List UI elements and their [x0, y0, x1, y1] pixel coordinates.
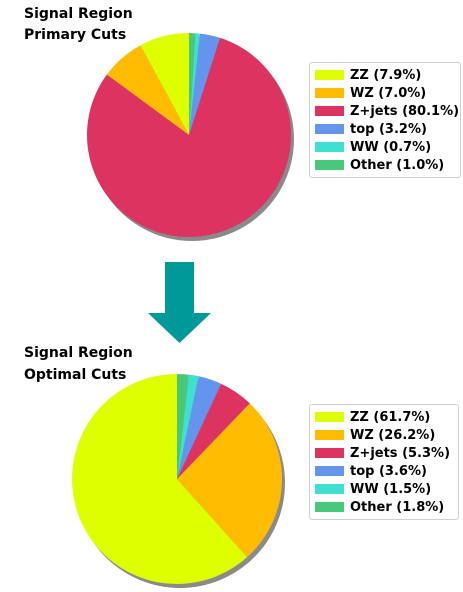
legend1-item-ww: WW (0.7%) [315, 138, 454, 156]
legend-swatch [315, 412, 344, 422]
legend-swatch [315, 124, 344, 134]
legend2-item-ww: WW (1.5%) [315, 480, 452, 498]
legend-swatch [315, 70, 344, 80]
legend-label: WW (1.5%) [350, 482, 431, 497]
legend-swatch [315, 142, 344, 152]
legend1-item-top: top (3.2%) [315, 120, 454, 138]
legend-swatch [315, 106, 344, 116]
legend2-item-wz: WZ (26.2%) [315, 426, 452, 444]
legend-primary: ZZ (7.9%) WZ (7.0%) Z+jets (80.1%) top (3.2… [309, 62, 461, 178]
legend-label: WW (0.7%) [350, 140, 431, 155]
legend2-item-z-jets: Z+jets (5.3%) [315, 444, 452, 462]
down-arrow-icon [148, 262, 211, 343]
legend-swatch [315, 466, 344, 476]
pie-chart-optimal [72, 374, 285, 588]
legend-optimal: ZZ (61.7%) WZ (26.2%) Z+jets (5.3%) top (3.… [309, 404, 459, 520]
legend-label: Other (1.8%) [350, 500, 444, 515]
legend-label: Z+jets (5.3%) [350, 446, 450, 461]
legend-label: WZ (7.0%) [350, 86, 426, 101]
legend-label: ZZ (7.9%) [350, 68, 421, 83]
legend-label: Other (1.0%) [350, 158, 444, 173]
legend-swatch [315, 502, 344, 512]
legend2-item-top: top (3.6%) [315, 462, 452, 480]
legend-label: ZZ (61.7%) [350, 410, 430, 425]
legend1-item-wz: WZ (7.0%) [315, 84, 454, 102]
legend-swatch [315, 448, 344, 458]
legend2-item-other: Other (1.8%) [315, 498, 452, 516]
legend-swatch [315, 484, 344, 494]
pie-chart-primary [87, 33, 294, 241]
legend-swatch [315, 88, 344, 98]
legend2-item-zz: ZZ (61.7%) [315, 408, 452, 426]
legend-label: top (3.6%) [350, 464, 427, 479]
legend-label: WZ (26.2%) [350, 428, 435, 443]
legend-label: Z+jets (80.1%) [350, 104, 459, 119]
legend1-item-zz: ZZ (7.9%) [315, 66, 454, 84]
legend-swatch [315, 430, 344, 440]
legend1-item-z-jets: Z+jets (80.1%) [315, 102, 454, 120]
legend-label: top (3.2%) [350, 122, 427, 137]
legend1-item-other: Other (1.0%) [315, 156, 454, 174]
legend-swatch [315, 160, 344, 170]
